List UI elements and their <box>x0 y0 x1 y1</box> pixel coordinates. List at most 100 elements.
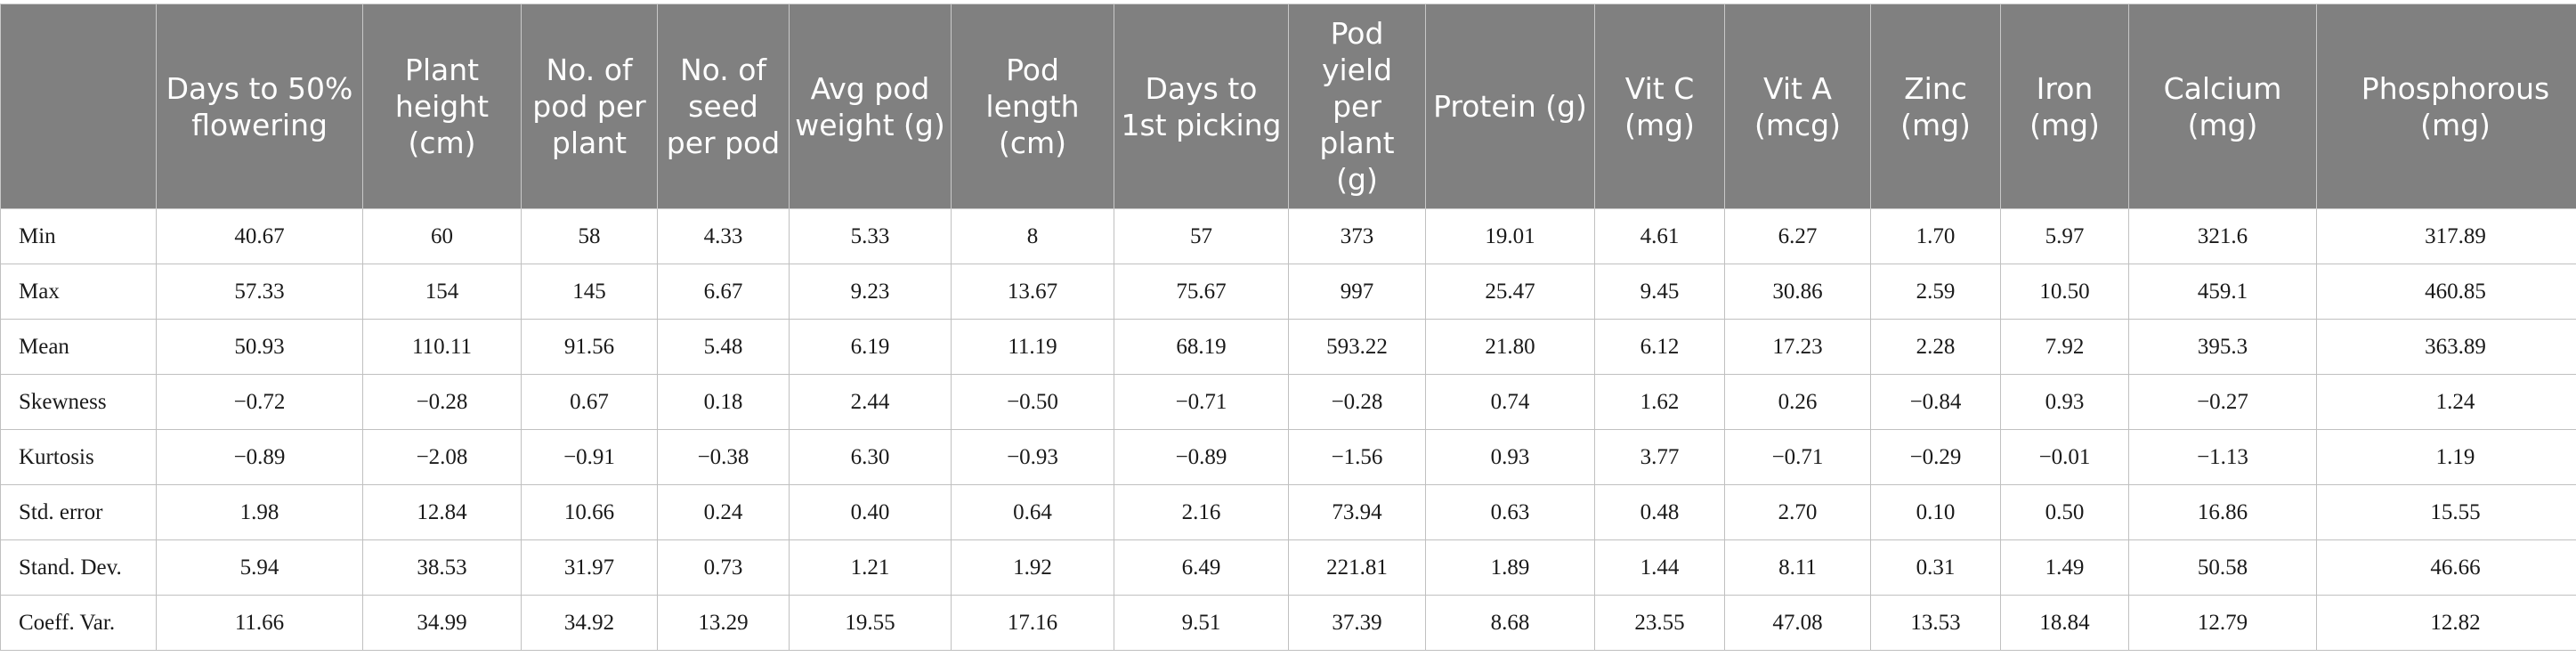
table-cell: 0.31 <box>1870 539 2001 596</box>
table-cell: 997 <box>1288 264 1426 320</box>
table-cell: 2.70 <box>1724 484 1871 540</box>
table-cell: −0.72 <box>156 374 363 430</box>
table-row: Kurtosis −0.89 −2.08 −0.91 −0.38 6.30 −0.93 −0.… <box>0 429 2576 485</box>
table-cell: 5.94 <box>156 539 363 596</box>
column-header: Phosphorous (mg) <box>2316 4 2576 209</box>
table-row: Std. error 1.98 12.84 10.66 0.24 0.40 0.64 2.16… <box>0 484 2576 540</box>
table-cell: 1.44 <box>1594 539 1725 596</box>
table-cell: 13.29 <box>657 595 790 651</box>
table-cell: 2.59 <box>1870 264 2001 320</box>
table-cell: 46.66 <box>2316 539 2576 596</box>
table-cell: −0.71 <box>1724 429 1871 485</box>
table-cell: −1.56 <box>1288 429 1426 485</box>
table-cell: −0.84 <box>1870 374 2001 430</box>
table-cell: 12.79 <box>2128 595 2317 651</box>
table-cell: 0.40 <box>789 484 952 540</box>
table-cell: 6.27 <box>1724 208 1871 264</box>
row-label: Min <box>0 208 157 264</box>
table-cell: 17.23 <box>1724 319 1871 375</box>
table-cell: 0.18 <box>657 374 790 430</box>
table-cell: −0.71 <box>1114 374 1289 430</box>
table-cell: 9.51 <box>1114 595 1289 651</box>
table-cell: 6.12 <box>1594 319 1725 375</box>
table-cell: 0.10 <box>1870 484 2001 540</box>
table-cell: 9.45 <box>1594 264 1725 320</box>
table-cell: −0.50 <box>951 374 1114 430</box>
table-cell: 47.08 <box>1724 595 1871 651</box>
column-header: Iron (mg) <box>2000 4 2129 209</box>
table-cell: 2.44 <box>789 374 952 430</box>
table-cell: −0.27 <box>2128 374 2317 430</box>
table-cell: 16.86 <box>2128 484 2317 540</box>
table-row: Skewness −0.72 −0.28 0.67 0.18 2.44 −0.50 −0.71… <box>0 374 2576 430</box>
table-cell: 37.39 <box>1288 595 1426 651</box>
table-cell: 373 <box>1288 208 1426 264</box>
descriptive-statistics-table: Days to 50% flowering Plant height (cm) … <box>0 4 2576 651</box>
header-row: Days to 50% flowering Plant height (cm) … <box>0 4 2576 209</box>
table-cell: 57.33 <box>156 264 363 320</box>
column-header: Avg pod weight (g) <box>789 4 952 209</box>
table-cell: −0.01 <box>2000 429 2129 485</box>
table-cell: 0.50 <box>2000 484 2129 540</box>
table-cell: 2.28 <box>1870 319 2001 375</box>
table-cell: 7.92 <box>2000 319 2129 375</box>
column-header: Pod yield per plant (g) <box>1288 4 1426 209</box>
table-row: Max 57.33 154 145 6.67 9.23 13.67 75.67 997 25.47… <box>0 264 2576 320</box>
row-label: Skewness <box>0 374 157 430</box>
column-header: Days to 1st picking <box>1114 4 1289 209</box>
row-label: Std. error <box>0 484 157 540</box>
table-cell: 1.24 <box>2316 374 2576 430</box>
table-cell: 25.47 <box>1425 264 1595 320</box>
table-cell: 5.97 <box>2000 208 2129 264</box>
table-cell: 5.33 <box>789 208 952 264</box>
table-cell: −2.08 <box>362 429 522 485</box>
table-cell: 363.89 <box>2316 319 2576 375</box>
table-cell: 50.58 <box>2128 539 2317 596</box>
table-cell: 11.66 <box>156 595 363 651</box>
table-cell: 0.63 <box>1425 484 1595 540</box>
table-cell: 12.84 <box>362 484 522 540</box>
table-cell: 0.93 <box>2000 374 2129 430</box>
table-cell: 4.61 <box>1594 208 1725 264</box>
table-cell: 5.48 <box>657 319 790 375</box>
table-cell: 1.70 <box>1870 208 2001 264</box>
table-cell: 1.49 <box>2000 539 2129 596</box>
table-cell: 395.3 <box>2128 319 2317 375</box>
table-body: Min 40.67 60 58 4.33 5.33 8 57 373 19.01 4.61 6.27 1… <box>0 208 2576 651</box>
table-cell: −0.29 <box>1870 429 2001 485</box>
table-cell: 60 <box>362 208 522 264</box>
table-cell: 0.64 <box>951 484 1114 540</box>
table-cell: 40.67 <box>156 208 363 264</box>
table-row: Mean 50.93 110.11 91.56 5.48 6.19 11.19 68.19 59… <box>0 319 2576 375</box>
column-header: Plant height (cm) <box>362 4 522 209</box>
table-cell: 145 <box>521 264 658 320</box>
table-cell: 8.11 <box>1724 539 1871 596</box>
table-cell: 6.19 <box>789 319 952 375</box>
table-cell: 12.82 <box>2316 595 2576 651</box>
table-cell: 19.55 <box>789 595 952 651</box>
column-header: Vit C (mg) <box>1594 4 1725 209</box>
table-cell: 9.23 <box>789 264 952 320</box>
table-cell: 10.66 <box>521 484 658 540</box>
row-label: Coeff. Var. <box>0 595 157 651</box>
table-cell: 57 <box>1114 208 1289 264</box>
table-cell: 30.86 <box>1724 264 1871 320</box>
table-cell: 0.73 <box>657 539 790 596</box>
column-header: No. of seed per pod <box>657 4 790 209</box>
table-cell: −0.93 <box>951 429 1114 485</box>
table-cell: 0.26 <box>1724 374 1871 430</box>
table-cell: 321.6 <box>2128 208 2317 264</box>
table-cell: 23.55 <box>1594 595 1725 651</box>
table-cell: 73.94 <box>1288 484 1426 540</box>
table-row: Stand. Dev. 5.94 38.53 31.97 0.73 1.21 1.92 6.4… <box>0 539 2576 596</box>
table-cell: 68.19 <box>1114 319 1289 375</box>
table-cell: 38.53 <box>362 539 522 596</box>
table-row: Min 40.67 60 58 4.33 5.33 8 57 373 19.01 4.61 6.27 1… <box>0 208 2576 264</box>
table-cell: 50.93 <box>156 319 363 375</box>
table-cell: 221.81 <box>1288 539 1426 596</box>
table-cell: 13.53 <box>1870 595 2001 651</box>
table-cell: 18.84 <box>2000 595 2129 651</box>
table-cell: 1.98 <box>156 484 363 540</box>
column-header: Calcium (mg) <box>2128 4 2317 209</box>
table-cell: 31.97 <box>521 539 658 596</box>
